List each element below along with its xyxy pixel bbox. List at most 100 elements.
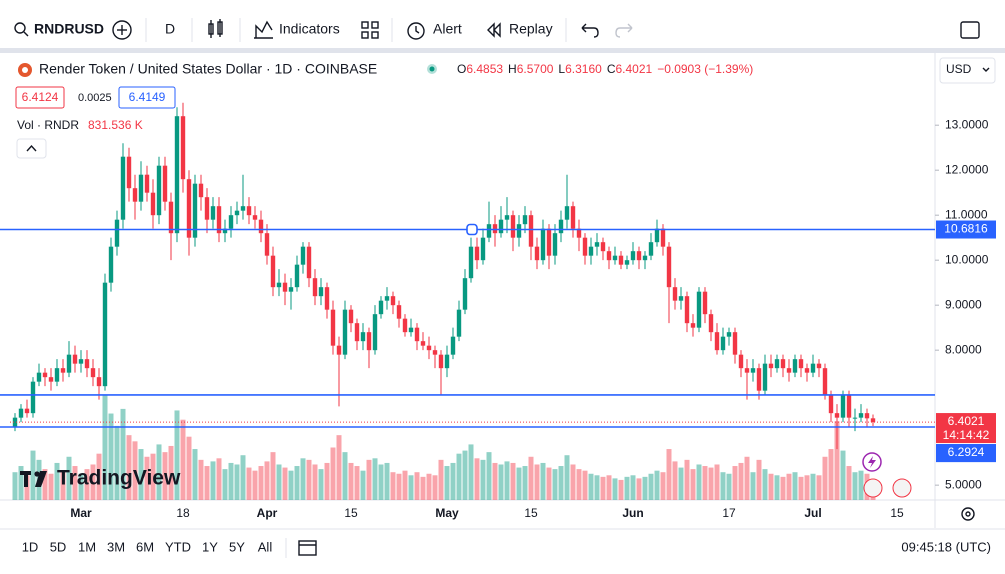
candle-body [420, 341, 426, 346]
range-button[interactable]: 5Y [229, 539, 245, 554]
replay-icon[interactable] [487, 22, 501, 38]
volume-bar [660, 472, 666, 500]
volume-bar [270, 452, 276, 500]
volume-bar [360, 470, 366, 500]
volume-bar [312, 464, 318, 500]
candle-body [36, 372, 42, 382]
currency-button[interactable] [939, 57, 996, 84]
volume-bar [252, 470, 258, 500]
candle-body [444, 354, 450, 369]
range-button[interactable]: 3M [107, 539, 125, 554]
candle-body [72, 354, 78, 364]
candle-body [606, 251, 612, 261]
volume-bar [306, 459, 312, 500]
volume-bar [618, 479, 624, 500]
volume-bar [654, 470, 660, 500]
alert-button[interactable]: Alert [433, 21, 462, 37]
y-tick-label: 10.0000 [945, 252, 989, 266]
search-icon[interactable] [14, 22, 29, 37]
candle-body [192, 183, 198, 238]
range-button[interactable]: 1M [78, 539, 96, 554]
candle-body [510, 215, 516, 238]
volume-bar [582, 470, 588, 500]
alert-icon[interactable] [407, 22, 425, 40]
y-tick-label: 11.0000 [945, 207, 988, 221]
volume-bar [732, 466, 738, 500]
chart-type-icon[interactable] [208, 19, 223, 38]
x-tick-label: Apr [257, 506, 278, 520]
add-symbol-button[interactable] [112, 20, 132, 40]
interval[interactable]: D [165, 21, 175, 37]
volume-bar [24, 475, 30, 500]
economic-event[interactable] [863, 478, 883, 498]
candle-body [204, 197, 210, 220]
range-button[interactable]: 1Y [202, 539, 218, 554]
volume-bar [534, 464, 540, 500]
fullscreen-button[interactable] [960, 21, 980, 39]
range-button[interactable]: All [258, 539, 273, 554]
ask-box[interactable] [118, 86, 176, 109]
currency[interactable]: USD [946, 62, 972, 76]
indicators-icon[interactable] [254, 20, 273, 39]
toolbar [0, 0, 1005, 48]
volume-bar [402, 470, 408, 500]
volume-bar [354, 466, 360, 500]
candle-body [126, 156, 132, 189]
candle-body [618, 255, 624, 265]
candle-body [312, 278, 318, 297]
candle-body [378, 300, 384, 315]
volume-bar [450, 462, 456, 500]
bid-box[interactable] [15, 86, 65, 109]
volume-bar [162, 452, 168, 500]
layout-icon[interactable] [361, 21, 379, 39]
candle-body [18, 408, 24, 418]
candle-body [468, 246, 474, 279]
volume-bar [804, 475, 810, 500]
range-button[interactable]: YTD [165, 539, 191, 554]
candle-body [186, 179, 192, 238]
indicators-button[interactable]: Indicators [279, 21, 340, 37]
volume-bar [426, 473, 432, 500]
candle-body [804, 368, 810, 373]
volume-bar [228, 462, 234, 500]
volume-bar [612, 478, 618, 500]
undo-button[interactable] [581, 23, 599, 38]
volume-bar [126, 435, 132, 500]
line-handle[interactable] [466, 223, 478, 236]
volume-bar [552, 469, 558, 500]
candle-body [738, 354, 744, 369]
volume-bar [318, 469, 324, 500]
symbol[interactable]: RNDRUSD [34, 21, 104, 37]
volume-bar [768, 473, 774, 500]
candle-body [66, 354, 72, 373]
candle-body [822, 368, 828, 396]
redo-button[interactable] [615, 23, 633, 38]
candle-body [330, 309, 336, 346]
volume-bar [408, 475, 414, 500]
candle-body [540, 228, 546, 261]
collapse-legend-button[interactable] [16, 138, 47, 159]
ask[interactable]: 6.4149 [129, 90, 166, 104]
range-button[interactable]: 6M [136, 539, 154, 554]
y-tick-label: 5.0000 [945, 477, 982, 491]
candle-body [678, 296, 684, 301]
volume-bar [198, 459, 204, 500]
economic-event[interactable] [892, 478, 912, 498]
settings-button[interactable] [961, 507, 975, 521]
candle-body [660, 228, 666, 247]
volume-bar [384, 462, 390, 500]
volume-bar [444, 466, 450, 500]
candle-body [486, 224, 492, 238]
range-button[interactable]: 5D [50, 539, 67, 554]
candle-body [168, 201, 174, 234]
volume-bar [588, 473, 594, 500]
candle-body [858, 413, 864, 418]
range-button[interactable]: 1D [22, 539, 39, 554]
candle-body [390, 296, 396, 306]
candle-body [114, 219, 120, 247]
date-range-button[interactable] [298, 540, 317, 556]
replay-button[interactable]: Replay [509, 21, 553, 37]
bid[interactable]: 6.4124 [22, 90, 59, 104]
market-status-dot [429, 66, 435, 72]
